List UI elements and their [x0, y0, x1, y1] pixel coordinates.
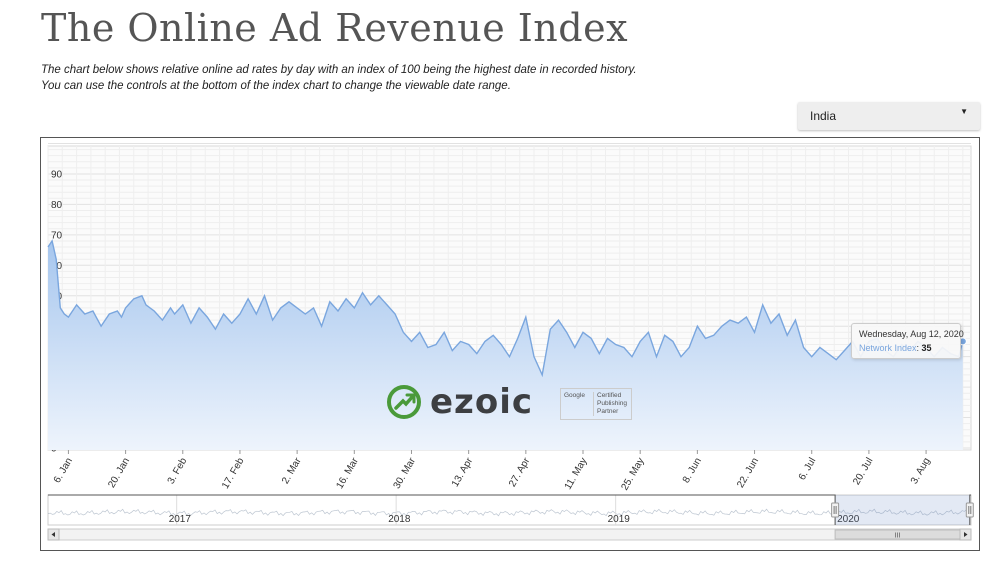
- series-line-network-index: [47, 239, 964, 378]
- y-tick-label: 90: [51, 169, 63, 180]
- tooltip-separator: :: [916, 343, 922, 353]
- x-tick-label: 17. Feb: [220, 456, 247, 491]
- y-tick-label: 70: [51, 230, 63, 241]
- navigator-year-label: 2020: [837, 514, 860, 525]
- scroll-right-arrow-button[interactable]: [959, 528, 972, 541]
- partner-certified-text: Certified Publishing Partner: [593, 392, 627, 416]
- navigator-series-line: [47, 508, 972, 517]
- caret-down-icon: ▼: [960, 107, 968, 116]
- x-tick-label: 11. May: [563, 456, 590, 492]
- navigator-selected-range: [835, 495, 970, 525]
- x-tick-label: 13. Apr: [450, 455, 476, 489]
- navigator-handle-body: [965, 502, 974, 518]
- x-tick-label: 6. Jan: [52, 456, 75, 485]
- ezoic-watermark: ezoic Google Certified Publishing Partne…: [384, 383, 634, 421]
- x-tick-label: 25. May: [619, 456, 646, 492]
- y-tick-label: 80: [51, 200, 63, 211]
- tooltip-series-name: Network Index: [859, 343, 917, 353]
- chart-description-line-1: The chart below shows relative online ad…: [41, 64, 637, 76]
- x-tick-label: 2. Mar: [280, 455, 304, 486]
- navigator-year-label: 2017: [169, 514, 192, 525]
- ezoic-logo-icon: [387, 385, 421, 419]
- navigator-handle-body: [831, 502, 840, 518]
- navigator-scrollbar-track[interactable]: [47, 528, 972, 541]
- partner-google-text: Google: [564, 392, 585, 399]
- scrollbar-grip-label: III: [895, 533, 901, 540]
- tooltip-series-line: Network Index: 35: [859, 343, 953, 353]
- page-title: The Online Ad Revenue Index: [41, 6, 629, 50]
- x-tick-label: 16. Mar: [334, 455, 361, 490]
- scroll-left-arrow-button[interactable]: [47, 528, 60, 541]
- series-area-network-index: [48, 240, 963, 450]
- x-tick-label: 20. Jul: [851, 456, 875, 487]
- scroll-left-arrow-icon: [51, 532, 55, 537]
- x-tick-label: 3. Aug: [909, 456, 933, 486]
- tooltip-date: Wednesday, Aug 12, 2020: [859, 329, 964, 339]
- region-select[interactable]: India ▼: [798, 102, 980, 130]
- navigator-handle-left[interactable]: [831, 502, 840, 518]
- navigator-scrollbar-thumb[interactable]: III: [834, 529, 961, 540]
- x-tick-label: 3. Feb: [166, 456, 190, 486]
- partner-partner: Partner: [597, 408, 619, 415]
- partner-certified: Certified: [597, 392, 622, 399]
- x-tick-label: 20. Jan: [106, 456, 132, 490]
- navigator-handle-right[interactable]: [965, 502, 974, 518]
- partner-publishing: Publishing: [597, 400, 627, 407]
- navigator-year-label: 2018: [388, 514, 411, 525]
- ezoic-brand-text: ezoic: [430, 382, 534, 422]
- x-tick-label: 22. Jun: [735, 456, 761, 490]
- chart-description-line-2: You can use the controls at the bottom o…: [41, 80, 511, 92]
- scroll-right-arrow-icon: [964, 532, 968, 537]
- x-tick-label: 6. Jul: [797, 456, 818, 482]
- tooltip-value: 35: [921, 343, 932, 353]
- google-partner-badge: Google Certified Publishing Partner: [560, 388, 632, 420]
- x-tick-label: 27. Apr: [507, 455, 533, 489]
- scrollbar-thumb-body: [834, 529, 961, 540]
- x-tick-label: 30. Mar: [392, 455, 419, 490]
- x-tick-label: 8. Jun: [681, 456, 704, 485]
- navigator-year-label: 2019: [608, 514, 631, 525]
- region-select-value: India: [810, 109, 837, 123]
- chart-tooltip: Wednesday, Aug 12, 2020 Network Index: 3…: [851, 323, 964, 359]
